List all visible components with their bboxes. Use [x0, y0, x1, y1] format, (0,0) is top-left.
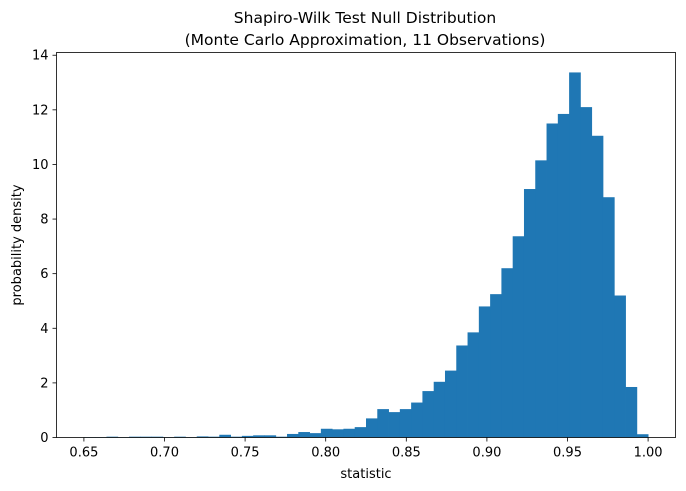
y-tick-label: 14 — [32, 49, 49, 64]
histogram-bar — [366, 418, 378, 438]
histogram-bar — [636, 434, 649, 438]
histogram-bar — [129, 436, 141, 438]
histogram-bar — [332, 429, 344, 438]
y-tick-label: 10 — [32, 158, 49, 173]
histogram-bar — [354, 427, 367, 438]
y-tick-label: 4 — [40, 322, 48, 337]
plot-frame — [56, 52, 676, 438]
histogram-bar — [523, 189, 536, 438]
bars-group — [83, 72, 649, 438]
x-tick-label: 0.80 — [311, 446, 340, 461]
histogram-bar — [422, 391, 435, 438]
histogram-bar — [287, 433, 299, 438]
y-tick-label: 12 — [32, 103, 49, 118]
histogram-bar — [546, 123, 559, 438]
histogram-bar — [151, 436, 164, 438]
y-tick-label: 0 — [40, 431, 48, 446]
histogram-bar — [343, 428, 356, 438]
histogram-bar — [320, 428, 333, 438]
x-tick-label: 0.90 — [472, 446, 501, 461]
x-tick-label: 1.00 — [634, 446, 663, 461]
histogram-bar — [456, 345, 468, 438]
histogram-bar — [230, 436, 243, 438]
histogram-bar — [501, 268, 514, 438]
histogram-bar — [399, 409, 412, 438]
histogram-bar — [467, 332, 480, 438]
histogram-bar — [478, 306, 491, 438]
histogram-bar — [208, 436, 220, 438]
histogram-bar — [253, 435, 265, 438]
histogram-bar — [309, 433, 322, 438]
histogram-bar — [591, 135, 604, 438]
y-tick-label: 6 — [40, 267, 48, 282]
chart-subtitle: (Monte Carlo Approximation, 11 Observati… — [185, 31, 546, 49]
x-axis-label: statistic — [340, 467, 391, 482]
histogram-bar — [106, 436, 119, 438]
x-tick-label: 0.75 — [231, 446, 260, 461]
histogram-bar — [614, 295, 626, 438]
histogram-bar — [535, 160, 547, 438]
histogram-bar — [512, 236, 525, 438]
histogram-bar — [411, 402, 423, 438]
histogram-bar — [219, 434, 231, 438]
histogram-bar — [625, 386, 638, 438]
x-axis-ticks: 0.65 0.70 0.75 0.80 0.85 0.90 0.95 1.00 — [69, 437, 663, 461]
histogram-bar — [557, 113, 570, 438]
chart-title: Shapiro-Wilk Test Null Distribution — [234, 9, 496, 27]
x-tick-label: 0.65 — [69, 446, 98, 461]
histogram-bar — [602, 197, 615, 438]
x-tick-label: 0.95 — [553, 446, 582, 461]
x-tick-label: 0.85 — [392, 446, 421, 461]
histogram-bar — [140, 436, 153, 438]
histogram-bar — [174, 436, 186, 438]
histogram-bar — [241, 435, 254, 438]
histogram-bar — [196, 436, 209, 438]
y-tick-label: 2 — [40, 376, 48, 391]
histogram-bar — [264, 435, 277, 438]
histogram-bar — [490, 294, 502, 438]
histogram-bar — [275, 436, 288, 438]
histogram-bar — [298, 432, 310, 438]
histogram-bar — [388, 412, 401, 438]
x-tick-label: 0.70 — [150, 446, 179, 461]
histogram-bar — [377, 409, 389, 438]
y-tick-label: 8 — [40, 213, 48, 228]
histogram-bar — [569, 72, 581, 438]
histogram-bar — [433, 381, 446, 438]
histogram-bar — [580, 107, 593, 438]
y-axis-ticks: 0 2 4 6 8 10 12 14 — [32, 49, 57, 446]
y-axis-label: probability density — [10, 184, 25, 305]
histogram-bar — [444, 370, 457, 438]
